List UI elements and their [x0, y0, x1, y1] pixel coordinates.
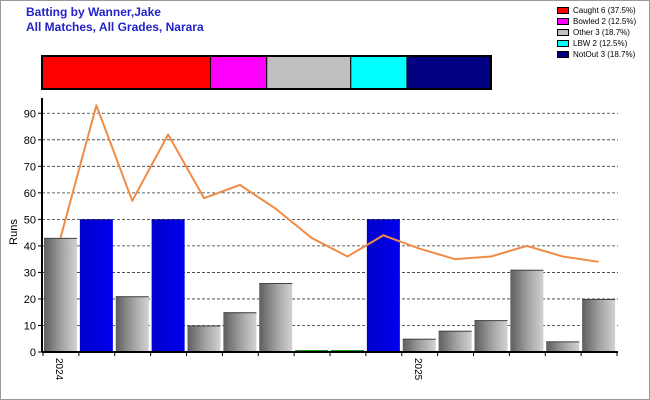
bar-innings-4 — [151, 219, 185, 352]
x-tick-label-group-2024: 2024 — [53, 358, 64, 381]
legend-label-bowled: Bowled 2 (12.5%) — [573, 17, 637, 26]
legend-item-lbw: LBW 2 (12.5%) — [555, 38, 647, 49]
stack-segment-notout — [406, 55, 492, 90]
bar-innings-16 — [582, 298, 616, 352]
y-tick-label-50: 50 — [24, 214, 36, 226]
bar-innings-14 — [510, 269, 544, 352]
bar-innings-5 — [187, 325, 221, 352]
bar-innings-1 — [44, 237, 77, 352]
bar-innings-11 — [402, 338, 436, 352]
bar-innings-3 — [115, 296, 149, 352]
average-line — [59, 104, 599, 263]
stack-segment-caught — [41, 55, 212, 90]
legend-swatch-notout — [557, 51, 569, 58]
x-tick-label-group-2025: 2025 — [412, 358, 423, 381]
gridlines — [42, 112, 618, 326]
y-tick-label-30: 30 — [24, 267, 36, 279]
legend-item-bowled: Bowled 2 (12.5%) — [555, 16, 647, 27]
bar-innings-12 — [438, 330, 472, 352]
runs-bars — [44, 219, 616, 352]
bar-innings-7 — [259, 283, 293, 352]
bar-innings-15 — [546, 341, 580, 352]
y-tick-label-90: 90 — [24, 108, 36, 120]
y-tick-label-80: 80 — [24, 135, 36, 147]
legend-swatch-other — [557, 29, 569, 36]
legend-item-caught: Caught 6 (37.5%) — [555, 5, 647, 16]
stack-segment-other — [266, 55, 352, 90]
bar-innings-6 — [223, 312, 257, 352]
chart-title-line2: All Matches, All Grades, Narara — [26, 20, 204, 34]
legend-swatch-bowled — [557, 18, 569, 25]
legend-label-other: Other 3 (18.7%) — [573, 28, 630, 37]
y-tick-label-40: 40 — [24, 241, 36, 253]
legend-label-lbw: LBW 2 (12.5%) — [573, 39, 628, 48]
bar-innings-2 — [79, 219, 113, 352]
stack-bar-border — [41, 55, 492, 90]
y-tick-label-0: 0 — [30, 347, 36, 359]
legend-swatch-caught — [557, 7, 569, 14]
stack-segment-bowled — [210, 55, 268, 90]
x-tick-label-2025: 2025 — [412, 358, 423, 381]
legend-item-notout: NotOut 3 (18.7%) — [555, 49, 647, 60]
legend-label-caught: Caught 6 (37.5%) — [573, 6, 636, 15]
x-tick-label-2024: 2024 — [53, 358, 64, 381]
y-tick-label-60: 60 — [24, 188, 36, 200]
y-tick-label-10: 10 — [24, 320, 36, 332]
legend-item-other: Other 3 (18.7%) — [555, 27, 647, 38]
dismissal-stack-bar — [41, 55, 492, 90]
y-axis-label: Runs — [8, 219, 20, 245]
stack-segment-lbw — [350, 55, 408, 90]
legend-swatch-lbw — [557, 40, 569, 47]
bar-innings-13 — [474, 320, 508, 352]
legend: Caught 6 (37.5%) Bowled 2 (12.5%) Other … — [555, 5, 647, 60]
chart-title-line1: Batting by Wanner,Jake — [26, 5, 161, 19]
average-line-group — [59, 104, 599, 263]
axes: 0 10 20 30 40 50 60 70 80 90 2024 2025 — [24, 98, 618, 381]
y-tick-label-20: 20 — [24, 294, 36, 306]
legend-label-notout: NotOut 3 (18.7%) — [573, 50, 636, 59]
y-tick-label-70: 70 — [24, 161, 36, 173]
